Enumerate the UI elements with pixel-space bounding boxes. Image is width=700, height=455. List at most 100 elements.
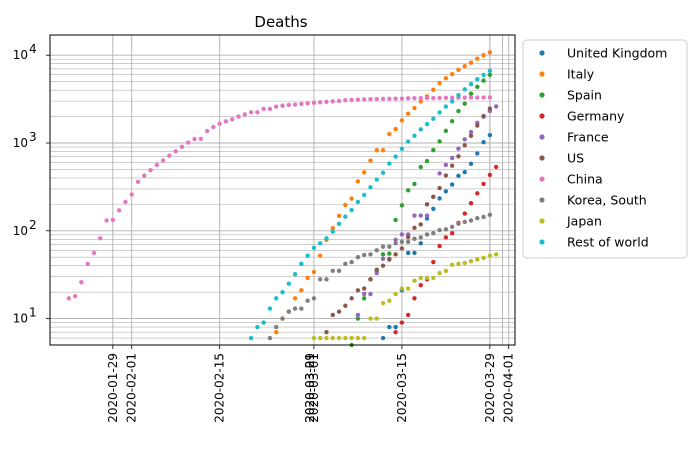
data-point	[380, 252, 386, 257]
data-point	[468, 95, 474, 100]
legend-label: Germany	[567, 109, 625, 124]
data-point	[160, 158, 166, 163]
data-point	[274, 329, 279, 335]
data-point	[405, 286, 411, 291]
data-point	[255, 324, 260, 330]
y-tick-label: 10	[13, 48, 28, 62]
data-point	[487, 95, 493, 100]
data-point	[91, 250, 97, 256]
data-point	[412, 105, 417, 111]
data-point	[361, 170, 367, 175]
data-point	[204, 128, 210, 134]
data-point	[468, 161, 474, 166]
data-point	[336, 98, 342, 104]
data-point	[318, 277, 323, 282]
data-point	[380, 300, 386, 306]
y-tick-label: 10	[13, 224, 28, 238]
data-point	[186, 140, 191, 145]
legend-marker	[539, 92, 545, 98]
data-point	[437, 110, 442, 115]
legend-marker	[539, 218, 545, 224]
data-point	[248, 110, 254, 115]
data-point	[292, 102, 298, 107]
series-japan	[311, 252, 499, 341]
data-point	[299, 101, 304, 107]
data-point	[437, 227, 442, 233]
data-point	[330, 226, 335, 231]
data-point	[462, 101, 467, 106]
data-point	[449, 224, 455, 230]
data-point	[387, 298, 392, 303]
data-point	[349, 335, 354, 341]
data-point	[274, 296, 279, 301]
data-point	[311, 335, 317, 341]
data-point	[368, 185, 373, 190]
data-point	[475, 191, 480, 196]
data-point	[286, 102, 291, 108]
legend-marker	[539, 176, 545, 182]
data-point	[456, 221, 461, 227]
y-tick-label: 10	[13, 312, 28, 326]
data-point	[343, 335, 348, 341]
data-point	[299, 288, 304, 293]
data-point	[374, 316, 379, 321]
data-point	[462, 87, 467, 92]
data-point	[393, 217, 398, 223]
data-point	[481, 255, 486, 261]
data-point	[349, 259, 354, 265]
data-point	[374, 96, 379, 102]
data-point	[361, 335, 367, 341]
data-point	[387, 257, 392, 262]
data-point	[443, 227, 449, 232]
data-point	[318, 100, 323, 105]
legend-marker	[539, 197, 545, 203]
y-tick-exponent: 1	[29, 306, 37, 320]
data-point	[449, 95, 455, 100]
data-point	[431, 206, 436, 212]
data-point	[443, 95, 449, 100]
data-point	[336, 268, 342, 274]
data-point	[418, 241, 423, 246]
data-point	[393, 329, 398, 335]
legend-label: Korea, South	[567, 193, 647, 208]
series-spain	[349, 72, 493, 348]
data-point	[475, 84, 480, 90]
data-point	[418, 127, 423, 132]
legend-marker	[539, 134, 545, 140]
data-point	[468, 133, 474, 138]
data-point	[311, 100, 317, 106]
data-point	[236, 114, 241, 119]
data-point	[424, 202, 430, 207]
data-point	[292, 306, 298, 311]
data-point	[399, 239, 405, 244]
data-point	[405, 234, 411, 240]
data-point	[349, 196, 354, 201]
data-point	[449, 163, 455, 168]
data-point	[380, 244, 386, 249]
data-point	[424, 232, 430, 237]
chart-title: Deaths	[254, 13, 307, 31]
data-point	[280, 289, 285, 295]
data-point	[361, 192, 367, 198]
data-point	[368, 291, 373, 297]
legend-frame	[522, 39, 688, 259]
plot-grid	[50, 35, 515, 346]
data-point	[424, 95, 430, 101]
data-point	[418, 282, 423, 288]
data-point	[424, 275, 430, 281]
data-point	[280, 316, 285, 321]
data-point	[242, 112, 247, 117]
data-point	[449, 119, 455, 124]
data-point	[142, 173, 147, 178]
x-tick-label: 2020-02-01	[125, 353, 139, 423]
data-point	[456, 108, 461, 114]
data-point	[481, 95, 486, 100]
legend-label: France	[567, 130, 609, 145]
data-point	[318, 253, 323, 258]
data-point	[487, 212, 493, 218]
data-point	[412, 96, 417, 101]
data-point	[267, 335, 273, 341]
data-point	[261, 320, 266, 325]
data-point	[399, 320, 405, 325]
x-tick-label: 2020-03-29	[483, 353, 497, 423]
